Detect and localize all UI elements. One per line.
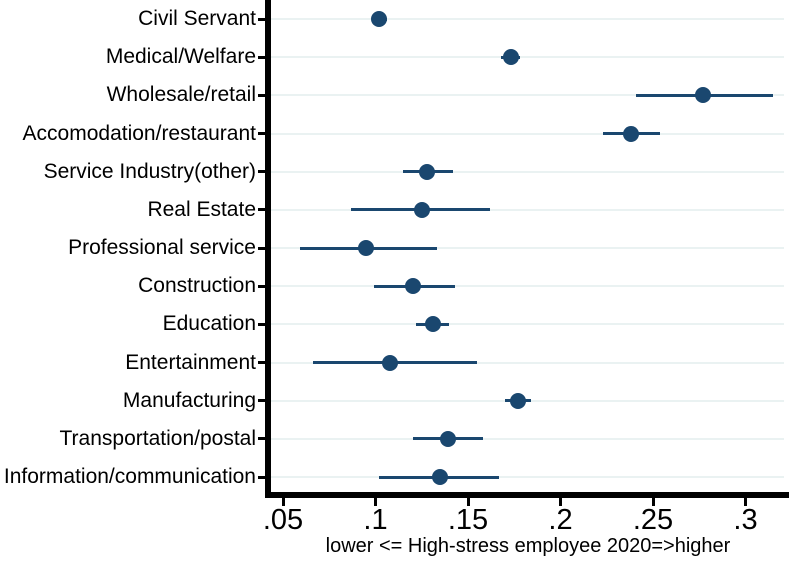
x-axis-tick [744,498,747,506]
x-axis-tick [466,498,470,506]
x-axis-line [265,492,789,498]
data-point-dot [358,240,375,257]
data-point-dot [404,278,421,295]
data-point-dot [382,354,399,371]
data-point-dot [622,125,639,142]
x-axis-tick-label: .15 [447,504,489,536]
y-axis-category-label: Transportation/postal [59,426,257,450]
data-point-dot [424,316,441,333]
y-axis-tick [258,437,265,441]
y-axis-category-label: Accomodation/restaurant [22,121,256,145]
y-axis-tick [258,322,265,326]
data-point-dot [439,430,456,447]
y-axis-category-label: Professional service [68,236,256,260]
y-axis-category-label: Information/communication [3,465,256,489]
y-axis-tick [258,284,265,288]
y-axis-tick [258,170,265,174]
gridline [271,18,784,20]
y-axis-category-label: Manufacturing [122,388,256,412]
y-axis-tick [258,475,265,479]
x-axis-tick-label: .05 [262,504,304,536]
y-axis-tick [258,93,265,97]
gridline [271,476,784,479]
y-axis-tick [258,246,265,250]
data-point-dot [419,163,436,180]
x-axis-tick [559,498,562,506]
x-axis-tick-label: .3 [733,504,758,536]
x-axis-tick [651,498,655,506]
y-axis-tick [258,132,265,135]
y-axis-category-label: Education [162,312,256,336]
data-point-dot [502,49,519,66]
y-axis-line [265,0,271,498]
y-axis-tick [258,17,265,21]
x-axis-tick-label: .25 [632,504,674,536]
x-axis-tick [281,498,285,506]
gridline [271,56,784,59]
y-axis-category-label: Civil Servant [138,7,256,30]
y-axis-category-label: Wholesale/retail [106,83,256,107]
y-axis-category-label: Entertainment [125,350,256,374]
gridline [271,132,784,135]
y-axis-tick [258,208,265,212]
y-axis-tick [258,361,265,365]
gridline [271,247,784,250]
y-axis-category-label: Construction [138,274,256,298]
y-axis-category-label: Medical/Welfare [105,45,256,69]
gridline [271,437,784,440]
x-axis-tick-label: .1 [363,504,388,536]
x-axis-tick-label: .2 [548,504,573,536]
x-axis-title: lower <= High-stress employee 2020=>high… [325,535,731,557]
gridline [271,170,784,173]
gridline [271,94,784,97]
data-point-dot [413,201,430,218]
data-point-dot [371,11,388,27]
gridline [271,361,784,364]
data-point-dot [432,469,449,486]
x-axis-tick [374,498,377,506]
data-point-dot [509,392,526,409]
gridline [271,323,784,326]
y-axis-category-label: Service Industry(other) [43,159,256,183]
gridline [271,208,784,211]
gridline [271,285,784,288]
y-axis-category-label: Real Estate [147,197,256,221]
data-point-dot [694,87,711,104]
y-axis-tick [258,399,265,403]
y-axis-tick [258,55,265,59]
